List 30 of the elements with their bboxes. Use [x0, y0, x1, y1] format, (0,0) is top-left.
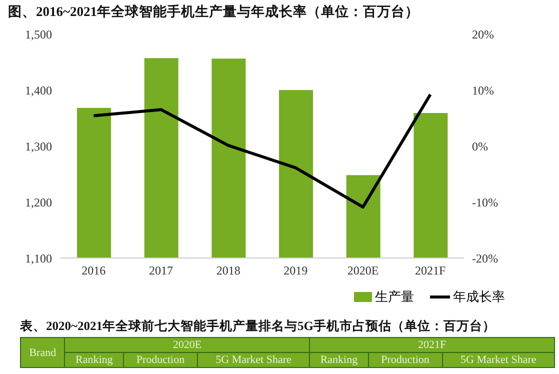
y-tick-label: 1,500	[25, 27, 52, 42]
chart-title: 图、2016~2021年全球智能手机生产量与年成长率（单位：百万台）	[8, 3, 420, 21]
y-tick-label: 1,300	[25, 139, 52, 154]
text: Production	[123, 352, 198, 368]
text: Production	[368, 352, 442, 368]
x-tick-label: 2021F	[414, 264, 446, 278]
text: 2021F	[310, 338, 554, 352]
y2-tick-label: 10%	[472, 83, 494, 98]
y2-tick-label: -10%	[472, 195, 498, 210]
x-tick-label: 2020E	[347, 264, 379, 278]
text: 5G Market Share	[197, 352, 310, 368]
y-tick-label: 1,100	[25, 251, 52, 266]
legend-label: 生产量	[374, 288, 414, 306]
y-tick-label: 1,400	[25, 83, 52, 98]
text: Brand	[20, 338, 65, 368]
y2-tick-label: 20%	[472, 27, 494, 42]
y2-tick-label: -20%	[472, 251, 498, 266]
x-tick-label: 2016	[82, 264, 106, 278]
x-tick-label: 2017	[149, 264, 173, 278]
line-series	[92, 92, 432, 209]
y2-tick-label: 0%	[472, 139, 488, 154]
y-tick-label: 1,200	[25, 195, 52, 210]
text: Ranking	[310, 352, 368, 368]
text: Ranking	[64, 352, 124, 368]
x-tick-label: 2019	[284, 264, 308, 278]
text: 表、2020~2021年全球前七大智能手机产量排名与5G手机市占预估（单位：百万台）	[20, 318, 496, 335]
legend-label: 年成长率	[452, 288, 505, 306]
text: 5G Market Share	[442, 352, 554, 368]
x-tick-label: 2018	[216, 264, 240, 278]
text: 2020E	[64, 338, 310, 352]
